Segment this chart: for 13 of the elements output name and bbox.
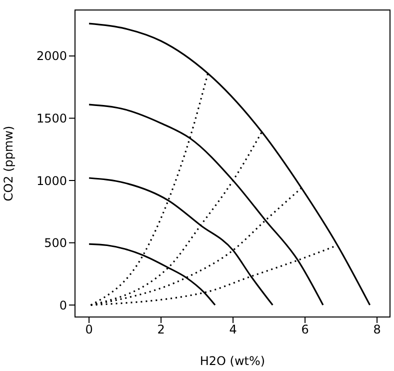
y-tick-label: 1000 [36,174,67,188]
y-axis-title: CO2 (ppmw) [1,126,16,202]
x-axis-title: H2O (wt%) [200,354,266,368]
y-tick-label: 0 [59,298,67,312]
x-tick-label: 2 [157,322,165,337]
line-series [88,22,371,306]
y-tick-label: 500 [44,236,67,250]
x-tick-label: 8 [373,322,381,337]
x-tick-label: 6 [301,322,309,337]
x-tick-label: 0 [85,322,93,337]
y-tick-label: 2000 [36,49,67,64]
x-tick-label: 4 [229,322,237,337]
y-tick-label: 1500 [36,111,67,126]
